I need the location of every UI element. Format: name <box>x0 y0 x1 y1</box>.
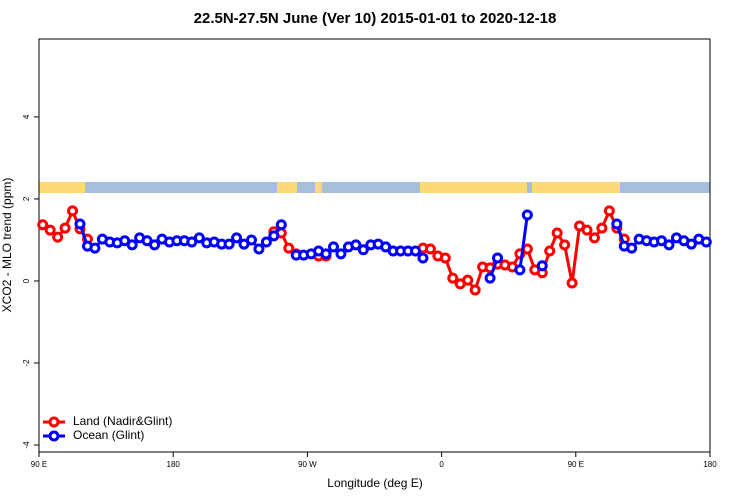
data-point <box>253 243 265 255</box>
land-strip <box>39 182 85 193</box>
data-point <box>89 242 101 254</box>
x-axis-label: Longitude (deg E) <box>327 476 422 490</box>
data-point <box>484 272 496 284</box>
data-point <box>231 232 243 244</box>
legend-label: Ocean (Glint) <box>73 428 144 442</box>
data-point <box>603 205 615 217</box>
data-point <box>410 245 422 257</box>
data-point <box>663 239 675 251</box>
data-point <box>74 218 86 230</box>
data-point <box>514 264 526 276</box>
x-tick-label: 90 E <box>568 460 584 469</box>
x-tick-label: 90 E <box>31 460 47 469</box>
data-point <box>611 218 623 230</box>
data-point <box>67 205 79 217</box>
data-point <box>492 252 504 264</box>
x-tick-label: 180 <box>703 460 717 469</box>
legend-label: Land (Nadir&Glint) <box>73 414 172 428</box>
x-tick-label: 180 <box>167 460 181 469</box>
x-tick-label: 90 W <box>298 460 317 469</box>
map-strip <box>39 182 710 193</box>
y-tick-label: -4 <box>22 441 31 449</box>
y-tick-label: 2 <box>22 196 31 201</box>
data-point <box>685 238 697 250</box>
legend-marker <box>48 416 60 428</box>
y-tick-label: 0 <box>22 278 31 283</box>
land-strip <box>277 182 297 193</box>
data-point <box>193 232 205 244</box>
data-point <box>275 219 287 231</box>
data-point <box>559 239 571 251</box>
data-point <box>260 236 272 248</box>
data-point <box>268 230 280 242</box>
data-point <box>357 244 369 256</box>
data-point <box>283 242 295 254</box>
data-point <box>469 284 481 296</box>
land-strip <box>420 182 527 193</box>
legend-marker <box>48 430 60 442</box>
data-point <box>566 277 578 289</box>
data-point <box>596 222 608 234</box>
data-point <box>536 260 548 272</box>
data-point <box>417 252 429 264</box>
data-point <box>126 239 138 251</box>
data-point <box>149 239 161 251</box>
data-point <box>327 241 339 253</box>
data-point <box>350 239 362 251</box>
data-point <box>447 272 459 284</box>
chart-title: 22.5N-27.5N June (Ver 10) 2015-01-01 to … <box>194 10 557 27</box>
y-tick-label: 4 <box>22 114 31 119</box>
data-point <box>588 232 600 244</box>
data-point <box>44 224 56 236</box>
land-strip <box>532 182 620 193</box>
legend: Land (Nadir&Glint)Ocean (Glint) <box>43 414 172 442</box>
data-point <box>626 242 638 254</box>
data-point <box>37 219 49 231</box>
data-point <box>521 209 533 221</box>
y-tick-label: -2 <box>22 359 31 367</box>
ocean-strip <box>39 182 710 193</box>
y-axis-label: XCO2 - MLO trend (ppm) <box>0 178 14 313</box>
data-point <box>700 236 712 248</box>
data-point <box>462 274 474 286</box>
data-point <box>551 227 563 239</box>
data-point <box>245 234 257 246</box>
land-strip <box>315 182 322 193</box>
data-point <box>52 231 64 243</box>
data-point <box>320 248 332 260</box>
data-point <box>335 248 347 260</box>
data-point <box>544 245 556 257</box>
data-point <box>223 238 235 250</box>
data-point <box>439 252 451 264</box>
data-point <box>59 222 71 234</box>
data-point <box>581 224 593 236</box>
x-tick-label: 0 <box>439 460 444 469</box>
data-point <box>424 243 436 255</box>
